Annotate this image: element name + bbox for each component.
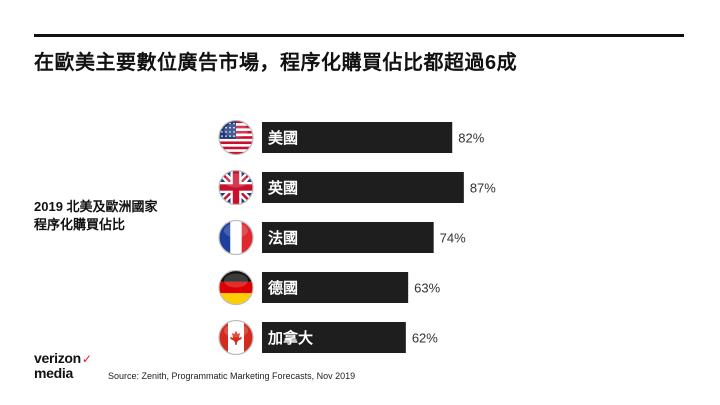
chart-side-label: 2019 北美及歐洲國家 程序化購買佔比 bbox=[34, 198, 214, 234]
top-rule bbox=[34, 34, 684, 37]
source-note: Source: Zenith, Programmatic Marketing F… bbox=[108, 371, 356, 381]
verizon-media-logo: verizon✓ media bbox=[34, 351, 92, 380]
category-label-4: 德國 bbox=[268, 279, 298, 297]
us-flag-icon bbox=[218, 119, 254, 156]
bar-1 bbox=[262, 122, 453, 153]
value-label-3: 74% bbox=[440, 231, 466, 246]
bar-2 bbox=[262, 172, 464, 203]
value-label-2: 87% bbox=[470, 181, 496, 196]
value-label-5: 62% bbox=[412, 331, 438, 346]
side-label-line-2: 程序化購買佔比 bbox=[34, 217, 126, 232]
category-label-3: 法國 bbox=[268, 229, 298, 247]
value-label-4: 63% bbox=[414, 281, 440, 296]
checkmark-icon: ✓ bbox=[81, 352, 92, 366]
uk-flag-icon bbox=[218, 169, 254, 206]
germany-flag-icon bbox=[218, 269, 254, 306]
brand-line-2: media bbox=[34, 365, 73, 381]
bar-3 bbox=[262, 222, 434, 253]
category-label-2: 英國 bbox=[268, 179, 298, 197]
bar-5 bbox=[262, 322, 406, 353]
category-label-1: 美國 bbox=[268, 129, 298, 147]
page-title: 在歐美主要數位廣告市場，程序化購買佔比都超過6成 bbox=[34, 52, 518, 74]
category-label-5: 加拿大 bbox=[267, 329, 313, 347]
value-label-1: 82% bbox=[458, 131, 484, 146]
france-flag-icon bbox=[218, 219, 254, 256]
canada-flag-icon bbox=[218, 319, 254, 356]
side-label-line-1: 2019 北美及歐洲國家 bbox=[34, 199, 158, 214]
bar-4 bbox=[262, 272, 409, 303]
brand-line-1: verizon bbox=[34, 350, 81, 366]
